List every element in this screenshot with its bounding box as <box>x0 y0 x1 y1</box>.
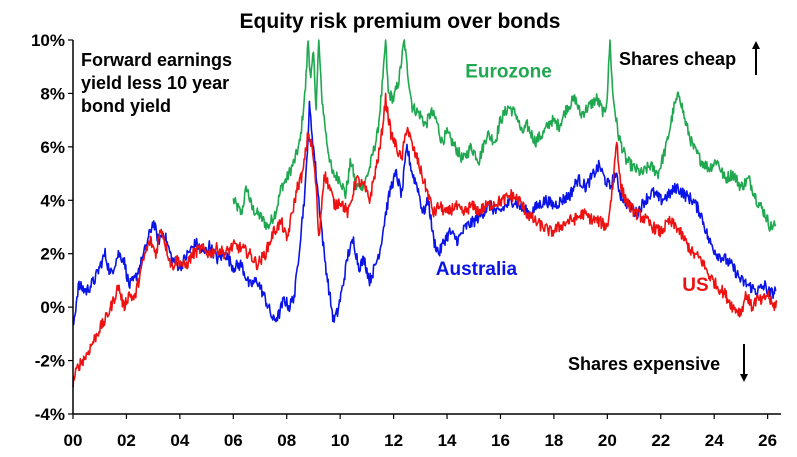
x-tick-label: 20 <box>598 431 617 450</box>
shares-expensive-label: Shares expensive <box>568 354 720 374</box>
y-tick-label: -2% <box>35 352 65 371</box>
series-label-eurozone: Eurozone <box>465 61 552 82</box>
series-label-australia: Australia <box>436 259 518 280</box>
chart-title: Equity risk premium over bonds <box>240 10 561 33</box>
y-tick-label: 0% <box>40 298 65 317</box>
series-lines <box>72 39 778 388</box>
series-labels: Eurozone Australia US <box>436 61 709 296</box>
up-arrow-head-icon <box>752 41 760 49</box>
x-tick-label: 08 <box>277 431 296 450</box>
shares-cheap-note: Shares cheap <box>619 41 760 75</box>
series-line-australia <box>72 100 777 326</box>
y-tick-label: 2% <box>40 245 65 264</box>
x-tick-label: 00 <box>64 431 83 450</box>
series-line-us <box>72 92 778 388</box>
y-tick-label: 4% <box>40 191 65 210</box>
x-tick-label: 14 <box>438 431 457 450</box>
annotation-line-1: Forward earnings <box>81 50 232 70</box>
shares-cheap-label: Shares cheap <box>619 49 736 69</box>
x-tick-label: 18 <box>544 431 563 450</box>
annotation-text: Forward earnings yield less 10 year bond… <box>81 50 232 116</box>
x-tick-label: 06 <box>224 431 243 450</box>
x-tick-label: 10 <box>331 431 350 450</box>
x-tick-label: 22 <box>651 431 670 450</box>
x-tick-label: 02 <box>117 431 136 450</box>
series-line-eurozone <box>232 39 777 232</box>
x-tick-label: 16 <box>491 431 510 450</box>
x-tick-label: 12 <box>384 431 403 450</box>
y-tick-label: 8% <box>40 84 65 103</box>
x-tick-label: 26 <box>758 431 777 450</box>
y-tick-label: 10% <box>31 31 65 50</box>
x-tick-label: 24 <box>705 431 724 450</box>
series-label-us: US <box>682 275 708 296</box>
shares-expensive-note: Shares expensive <box>568 344 748 382</box>
y-tick-label: -4% <box>35 405 65 424</box>
x-tick-label: 04 <box>170 431 189 450</box>
annotation-line-3: bond yield <box>81 96 171 116</box>
axes: -4% -2% 0% 2% 4% 6% 8% 10% 00 02 04 06 08 10 12 14 16 18 2… <box>31 31 781 450</box>
y-tick-label: 6% <box>40 138 65 157</box>
down-arrow-head-icon <box>740 374 748 382</box>
annotation-line-2: yield less 10 year <box>81 73 229 93</box>
